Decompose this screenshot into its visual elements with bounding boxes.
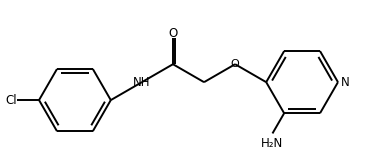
Text: O: O [231,59,239,69]
Text: Cl: Cl [5,94,17,107]
Text: N: N [341,76,349,89]
Text: O: O [169,27,178,40]
Text: NH: NH [133,76,151,89]
Text: H₂N: H₂N [261,137,284,150]
